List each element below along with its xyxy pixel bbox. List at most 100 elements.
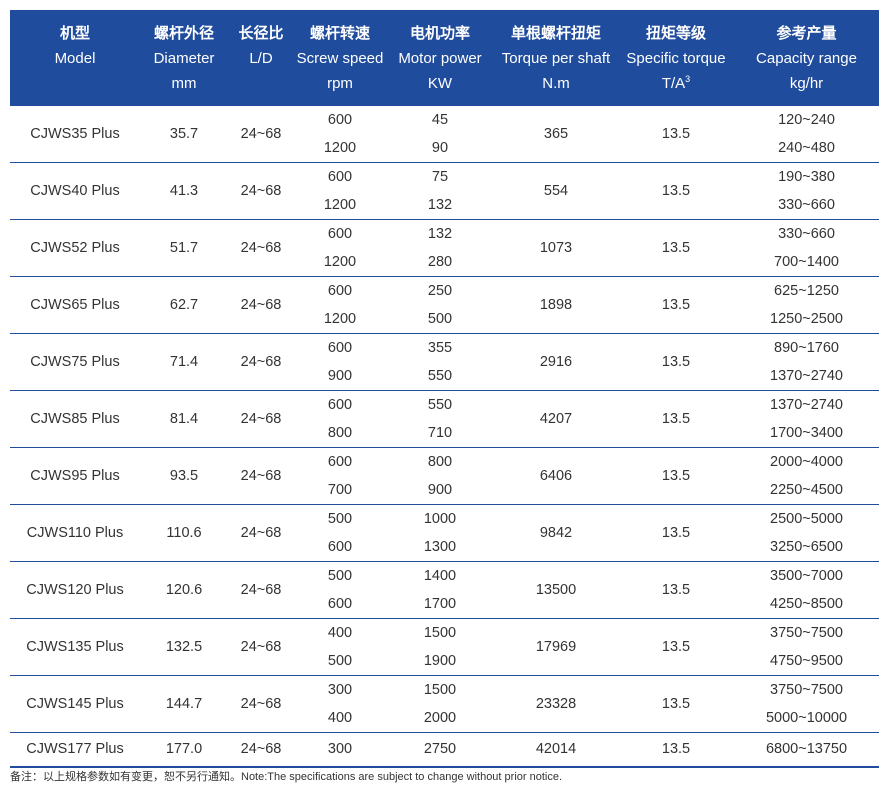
- cell-capacity: 3750~7500 4750~9500: [734, 619, 879, 676]
- cell-motor-power: 2750: [386, 733, 494, 767]
- cell-capacity-value: 3750~7500: [770, 682, 843, 698]
- cell-specific-torque: 13.5: [661, 354, 691, 370]
- cell-capacity-value: 2000~4000: [770, 454, 843, 470]
- cell-motor-power: 1500 1900: [386, 619, 494, 676]
- header-row: 机型 Model 螺杆外径 Diameter mm 长径比 L/D 螺杆转速 S…: [10, 10, 879, 106]
- cell-model: CJWS95 Plus: [30, 468, 120, 484]
- cell-capacity-value: 190~380: [778, 169, 835, 185]
- cell-motor-power: 75 132: [386, 163, 494, 220]
- cell-screw-speed-value: 500: [327, 568, 353, 584]
- cell-screw-speed: 600 1200: [294, 277, 386, 334]
- cell-capacity: 2500~5000 3250~6500: [734, 505, 879, 562]
- cell-motor-power-value: 90: [431, 140, 449, 156]
- cell-screw-speed-value: 1200: [323, 140, 357, 156]
- cell-diameter: 132.5: [165, 639, 203, 655]
- cell-diameter: 41.3: [169, 183, 199, 199]
- cell-capacity-value: 4250~8500: [770, 596, 843, 612]
- cell-model: CJWS120 Plus: [26, 582, 124, 598]
- cell-specific-torque: 13.5: [661, 696, 691, 712]
- cell-motor-power: 1400 1700: [386, 562, 494, 619]
- cell-capacity-value: 3500~7000: [770, 568, 843, 584]
- cell-capacity-value: 240~480: [778, 140, 835, 156]
- cell-diameter: 110.6: [166, 525, 202, 541]
- cell-capacity: 2000~4000 2250~4500: [734, 448, 879, 505]
- table-row: CJWS110 Plus 110.6 24~68 500 600 1000 1300 9842…: [10, 505, 879, 562]
- cell-screw-speed: 300 400: [294, 676, 386, 733]
- cell-screw-speed-value: 300: [327, 741, 353, 758]
- cell-screw-speed-value: 600: [327, 112, 353, 128]
- cell-motor-power: 550 710: [386, 391, 494, 448]
- cell-torque: 1073: [539, 240, 573, 256]
- cell-specific-torque: 13.5: [661, 126, 691, 142]
- cell-capacity-value: 3750~7500: [770, 625, 843, 641]
- cell-torque: 9842: [539, 525, 573, 541]
- cell-screw-speed: 600 800: [294, 391, 386, 448]
- cell-ld: 24~68: [240, 741, 282, 758]
- cell-motor-power-value: 1900: [423, 653, 457, 669]
- table-row: CJWS135 Plus 132.5 24~68 400 500 1500 1900 1796…: [10, 619, 879, 676]
- cell-motor-power-value: 1500: [423, 682, 457, 698]
- cell-capacity: 120~240 240~480: [734, 106, 879, 163]
- cell-model: CJWS75 Plus: [30, 354, 120, 370]
- cell-screw-speed: 500 600: [294, 505, 386, 562]
- cell-ld: 24~68: [240, 639, 282, 655]
- cell-capacity-value: 3250~6500: [770, 539, 843, 555]
- cell-motor-power-value: 2000: [423, 710, 457, 726]
- cell-model: CJWS40 Plus: [30, 183, 120, 199]
- cell-motor-power-value: 2750: [423, 741, 457, 758]
- table-row: CJWS65 Plus 62.7 24~68 600 1200 250 500 1898 13.…: [10, 277, 879, 334]
- cell-specific-torque: 13.5: [661, 240, 691, 256]
- cell-diameter: 62.7: [169, 297, 199, 313]
- table-row: CJWS145 Plus 144.7 24~68 300 400 1500 2000 2332…: [10, 676, 879, 733]
- table-body: CJWS35 Plus 35.7 24~68 600 1200 45 90 365 13.5 12…: [10, 106, 879, 767]
- cell-screw-speed: 300: [294, 733, 386, 767]
- cell-motor-power: 355 550: [386, 334, 494, 391]
- cell-screw-speed-value: 1200: [323, 311, 357, 327]
- cell-torque: 17969: [535, 639, 577, 655]
- cell-model: CJWS145 Plus: [26, 696, 124, 712]
- cell-screw-speed: 400 500: [294, 619, 386, 676]
- cell-screw-speed-value: 600: [327, 539, 353, 555]
- cell-torque: 1898: [539, 297, 573, 313]
- cell-capacity: 625~1250 1250~2500: [734, 277, 879, 334]
- cell-motor-power-value: 500: [427, 311, 453, 327]
- cell-motor-power-value: 1000: [423, 511, 457, 527]
- cell-capacity-value: 700~1400: [774, 254, 839, 270]
- cell-motor-power: 800 900: [386, 448, 494, 505]
- table-row: CJWS52 Plus 51.7 24~68 600 1200 132 280 1073 13.…: [10, 220, 879, 277]
- cell-screw-speed: 500 600: [294, 562, 386, 619]
- cell-motor-power: 1000 1300: [386, 505, 494, 562]
- cell-screw-speed-value: 400: [327, 710, 353, 726]
- cell-ld: 24~68: [240, 297, 282, 313]
- cell-capacity: 330~660 700~1400: [734, 220, 879, 277]
- cell-screw-speed-value: 600: [327, 340, 353, 356]
- cell-capacity-value: 2500~5000: [770, 511, 843, 527]
- cell-torque: 13500: [535, 582, 577, 598]
- cell-specific-torque: 13.5: [661, 525, 691, 541]
- cell-capacity-value: 4750~9500: [770, 653, 843, 669]
- cell-diameter: 81.4: [169, 411, 199, 427]
- cell-capacity-value: 6800~13750: [765, 741, 848, 758]
- cell-torque: 6406: [539, 468, 573, 484]
- header-screw-speed: 螺杆转速 Screw speed rpm: [296, 24, 384, 92]
- cell-screw-speed: 600 700: [294, 448, 386, 505]
- cell-motor-power-value: 75: [431, 169, 449, 185]
- cell-screw-speed-value: 500: [327, 511, 353, 527]
- cell-motor-power-value: 250: [427, 283, 453, 299]
- cell-screw-speed: 600 1200: [294, 106, 386, 163]
- cell-torque: 554: [543, 183, 569, 199]
- header-motor-power: 电机功率 Motor power KW: [398, 24, 482, 92]
- cell-motor-power-value: 45: [431, 112, 449, 128]
- cell-screw-speed-value: 600: [327, 283, 353, 299]
- table-row: CJWS35 Plus 35.7 24~68 600 1200 45 90 365 13.5 12…: [10, 106, 879, 163]
- cell-capacity: 1370~2740 1700~3400: [734, 391, 879, 448]
- cell-model: CJWS85 Plus: [30, 411, 120, 427]
- cell-motor-power: 1500 2000: [386, 676, 494, 733]
- cell-motor-power: 132 280: [386, 220, 494, 277]
- cell-capacity-value: 5000~10000: [765, 710, 848, 726]
- cell-screw-speed-value: 700: [327, 482, 353, 498]
- cell-diameter: 144.7: [165, 696, 203, 712]
- cell-screw-speed-value: 600: [327, 226, 353, 242]
- cell-model: CJWS135 Plus: [26, 639, 124, 655]
- header-diameter: 螺杆外径 Diameter mm: [153, 24, 215, 92]
